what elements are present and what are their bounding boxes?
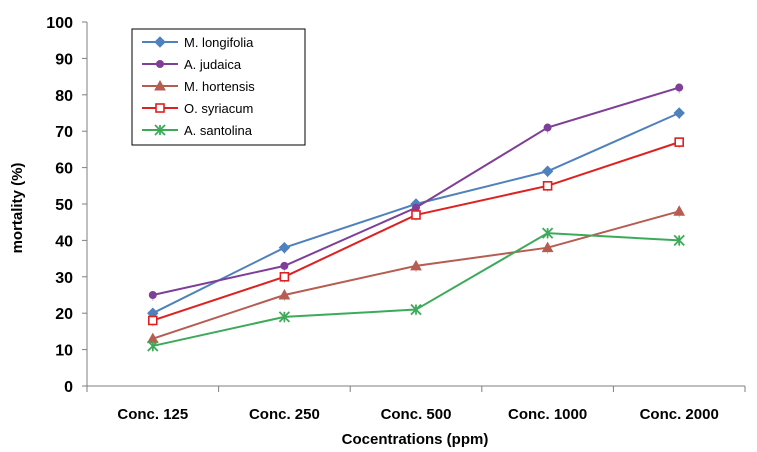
legend-marker [156, 60, 164, 68]
data-point [278, 241, 291, 254]
legend: M. longifolia A. judaica M. hortensis O. sy… [131, 28, 306, 146]
series-layer [146, 83, 686, 352]
legend-item: O. syriacum [142, 101, 253, 116]
x-ticks: Conc. 125 Conc. 250 Conc. 500 Conc. 1000 Con… [86, 386, 746, 423]
data-point [410, 303, 422, 316]
data-point [542, 181, 553, 191]
series-a-santolina [147, 227, 685, 352]
legend-marker [154, 79, 166, 91]
x-tick-label: Conc. 2000 [640, 406, 719, 423]
series-line [152, 232, 680, 347]
x-tick-label: Conc. 1000 [508, 406, 587, 423]
legend-item: A. santolina [142, 123, 253, 138]
legend-item: M. hortensis [142, 79, 255, 94]
y-tick-label: 10 [55, 343, 73, 360]
data-point [280, 261, 289, 270]
y-tick-label: 90 [55, 51, 73, 68]
y-tick-label: 0 [64, 379, 73, 396]
legend-label: A. santolina [184, 123, 253, 138]
legend-label: O. syriacum [184, 101, 253, 116]
legend-label: M. longifolia [184, 35, 254, 50]
y-tick-label: 60 [55, 161, 73, 178]
data-point [148, 291, 157, 299]
legend-marker [155, 103, 165, 113]
y-tick-label: 30 [55, 270, 73, 287]
x-tick-label: Conc. 500 [381, 406, 452, 423]
data-point [411, 210, 421, 220]
series-a-judaica [148, 83, 684, 301]
y-tick-label: 20 [55, 306, 73, 323]
y-ticks: 0 10 20 30 40 50 60 70 80 90 100 [46, 15, 87, 396]
y-tick-label: 40 [55, 233, 73, 250]
data-point [673, 107, 685, 119]
legend-label: M. hortensis [184, 79, 255, 94]
data-point [673, 205, 686, 216]
y-tick-label: 100 [46, 15, 73, 32]
data-point [278, 288, 291, 300]
x-axis-title: Cocentrations (ppm) [342, 431, 489, 448]
data-point [541, 165, 554, 177]
series-line [152, 141, 680, 322]
y-axis-title: mortality (%) [9, 163, 26, 254]
x-tick-label: Conc. 250 [249, 406, 320, 423]
legend-marker [154, 124, 166, 136]
data-point [278, 311, 291, 323]
legend-item: M. longifolia [142, 35, 254, 50]
legend-item: A. judaica [142, 57, 242, 72]
data-point [675, 83, 684, 92]
data-point [543, 123, 552, 132]
legend-label: A. judaica [184, 57, 242, 72]
y-tick-label: 80 [55, 88, 73, 105]
data-point [412, 203, 420, 212]
data-point [673, 234, 685, 247]
y-tick-label: 70 [55, 124, 73, 141]
data-point [674, 137, 685, 147]
x-tick-label: Conc. 125 [117, 406, 188, 423]
series-o-syriacum [148, 137, 685, 327]
data-point [541, 241, 554, 253]
data-point [541, 227, 554, 239]
data-point [410, 259, 422, 271]
data-point [279, 271, 290, 282]
legend-marker [154, 36, 166, 48]
y-tick-label: 50 [55, 197, 73, 214]
data-point [147, 340, 159, 352]
data-point [148, 315, 158, 326]
